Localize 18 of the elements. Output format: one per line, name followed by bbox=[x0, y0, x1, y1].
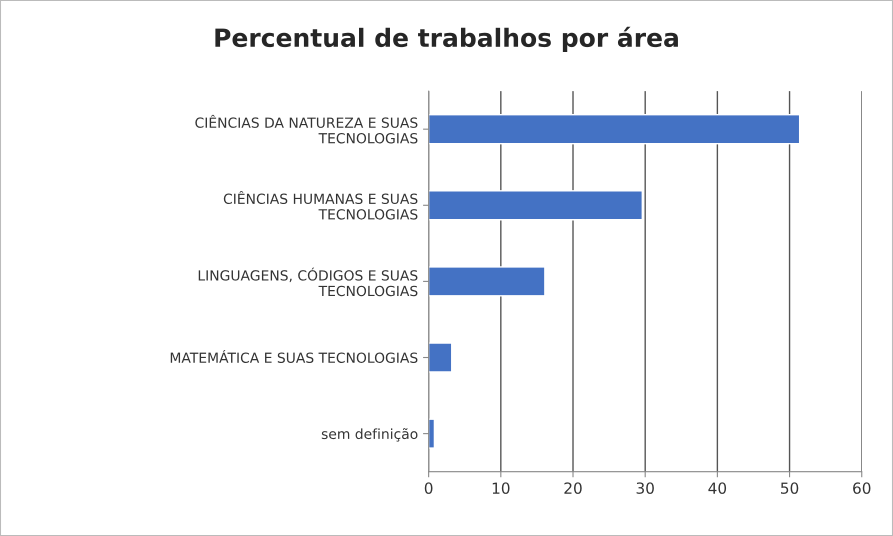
y-tick-label: sem definição bbox=[322, 428, 418, 442]
bar bbox=[428, 342, 452, 373]
x-tick-label: 30 bbox=[636, 482, 654, 494]
x-tick-label: 0 bbox=[424, 482, 432, 494]
chart-title: Percentual de trabalhos por área bbox=[215, 26, 678, 52]
x-tick-label: 20 bbox=[564, 482, 582, 494]
bar bbox=[428, 190, 643, 220]
x-tick-label: 10 bbox=[492, 482, 510, 494]
x-tick-label: 40 bbox=[708, 482, 726, 494]
bar bbox=[428, 266, 546, 297]
y-tick-label: LINGUAGENS, CÓDIGOS E SUAS TECNOLOGIAS bbox=[198, 268, 418, 296]
x-tick-label: 50 bbox=[781, 482, 798, 494]
y-tick-label: CIÊNCIAS DA NATUREZA E SUAS TECNOLOGIAS bbox=[195, 114, 418, 144]
y-tick-label: CIÊNCIAS HUMANAS E SUAS TECNOLOGIAS bbox=[224, 190, 418, 220]
y-tick-label: MATEMÁTICA E SUAS TECNOLOGIAS bbox=[170, 350, 418, 363]
bar bbox=[428, 418, 436, 449]
x-tick-label: 60 bbox=[853, 482, 870, 494]
bar bbox=[428, 114, 800, 144]
